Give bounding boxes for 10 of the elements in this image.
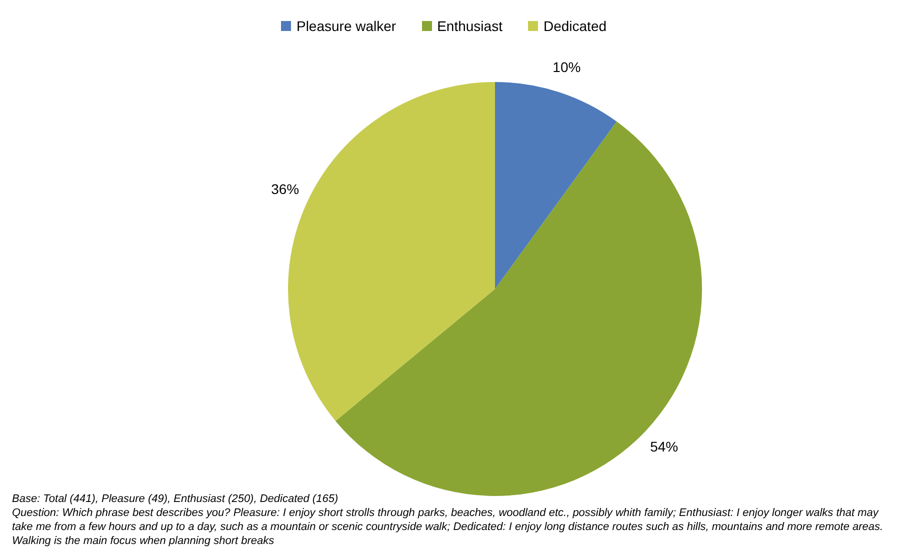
legend-label: Dedicated: [543, 18, 607, 34]
text: Base: Total (441), Pleasure (49), Enthusiast (250), Dedicated (165): [12, 492, 340, 506]
data-label: 36%: [271, 180, 300, 197]
text: Question: Which phrase best describes you? Pleasure: I enjoy short strolls through parks, beaches, woodland etc., possibly whith family; Enthusiast: I enjoy longer walks that may take me from a few hours and up to a day, such as a mountain or scenic countryside walk; Dedicated: I enjoy long distance routes such as hills, mountains and more remote areas. Walking is the main focus when planning short breaks: [12, 506, 884, 548]
legend-label: Enthusiast: [437, 18, 502, 34]
legend-label: Pleasure walker: [296, 18, 396, 34]
data-label: 54%: [650, 438, 678, 455]
data-label: 10%: [552, 59, 581, 76]
pie-slice: [336, 122, 702, 496]
pie-slice: [495, 82, 617, 289]
